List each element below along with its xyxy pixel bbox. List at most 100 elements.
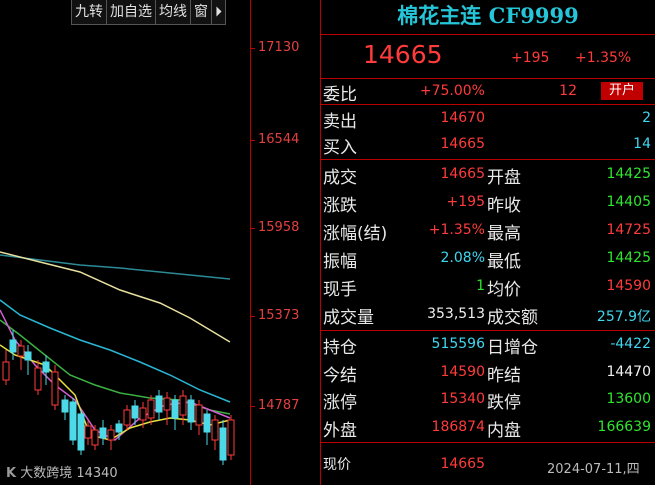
candle-body (51, 371, 59, 406)
price-change-pct: +1.35% (575, 50, 632, 66)
stat-row: 涨幅(结) +1.35% 最高 14725 (321, 218, 655, 244)
toolbar-jiuzhuan-button[interactable]: 九转 (71, 0, 107, 25)
candle-body (131, 405, 139, 419)
candle-body (61, 399, 69, 413)
stat-label: 均价 (487, 280, 521, 300)
price-tick: 15373 (258, 308, 300, 323)
stat-label: 涨幅(结) (323, 224, 388, 244)
divider (321, 34, 655, 35)
candle-body (99, 427, 107, 439)
bid-label: 买入 (323, 138, 357, 158)
stat-value: 14725 (606, 222, 651, 238)
stat-label: 成交额 (487, 308, 538, 328)
open-account-button[interactable]: 开户 (601, 82, 643, 100)
stat-row: 涨跌 +195 昨收 14405 (321, 190, 655, 216)
stat-value: 14590 (440, 363, 485, 380)
tick-mark (250, 48, 255, 49)
stat-row: 振幅 2.08% 最低 14425 (321, 246, 655, 272)
candle-body (219, 427, 227, 461)
stat-value: 14470 (606, 363, 651, 380)
ask-label: 卖出 (323, 112, 357, 132)
candle-body (77, 413, 85, 451)
stat-label: 日增仓 (487, 338, 538, 358)
ask-price: 14670 (440, 110, 485, 126)
price-axis (250, 0, 251, 485)
candle-body (211, 419, 219, 441)
stat-row: 成交量 353,513 成交额 257.9亿 (321, 302, 655, 328)
webi-value: +75.00% (419, 83, 485, 99)
current-price-label: 现价 (323, 457, 351, 473)
candle-body (139, 407, 147, 421)
toolbar-add-watchlist-button[interactable]: 加自选 (106, 0, 156, 25)
toolbar-play-button[interactable]: ⏵ (211, 0, 226, 25)
candle-body (34, 367, 42, 391)
candle-body (42, 361, 50, 373)
stat-value: 14425 (606, 250, 651, 266)
stat-label: 现手 (323, 280, 357, 300)
quote-panel: 棉花主连 CF9999 14665 +195 +1.35% 委比 +75.00%… (321, 0, 655, 485)
stat-label: 成交 (323, 168, 357, 188)
ma-line-cyan (0, 299, 231, 403)
stat-label: 成交量 (323, 308, 374, 328)
webi-label: 委比 (323, 85, 357, 105)
stat-value: 14590 (606, 278, 651, 294)
stat-value: 13600 (606, 391, 651, 407)
toolbar-ma-button[interactable]: 均线 (155, 0, 191, 25)
stat-label: 内盘 (487, 420, 521, 441)
stat-row: 外盘 186874 内盘 166639 (321, 415, 655, 441)
candle-body (115, 423, 123, 433)
panel-divider (320, 0, 321, 485)
candle-body (91, 429, 99, 446)
chart-footer-text: 大数跨境 14340 (20, 466, 118, 481)
stat-label: 昨结 (487, 365, 521, 386)
candle-body (84, 425, 92, 439)
stat-value: 257.9亿 (596, 309, 651, 325)
stat-label: 最高 (487, 224, 521, 244)
webi-row: 委比 +75.00% 12 (321, 79, 655, 105)
tick-mark (250, 140, 255, 141)
candle-body (195, 404, 203, 426)
stat-value: 186874 (431, 418, 485, 435)
stat-label: 振幅 (323, 252, 357, 272)
candle-body (147, 399, 155, 419)
candle-body (2, 361, 10, 381)
kline-canvas[interactable] (0, 0, 250, 485)
ma-line-long (0, 254, 231, 280)
kline-chart[interactable]: 九转 加自选 均线 窗 ⏵ 17130 16544 15958 15373 14… (0, 0, 320, 485)
candle-body (187, 399, 195, 423)
trade-date: 2024-07-11,四 (547, 462, 640, 477)
ma-line-green (0, 319, 231, 415)
price-header: 14665 +195 +1.35% (321, 38, 655, 78)
ask-row: 卖出 14670 2 (321, 106, 655, 132)
candle-body (171, 399, 179, 419)
stat-label: 涨跌 (323, 196, 357, 216)
divider (321, 330, 655, 331)
ma-line-mid (0, 251, 231, 343)
stat-value: 14405 (606, 194, 651, 210)
stat-value: 515596 (431, 336, 485, 352)
stat-value: 15340 (440, 391, 485, 407)
instrument-title: 棉花主连 CF9999 (397, 3, 579, 28)
stat-label: 今结 (323, 365, 357, 386)
candle-body (155, 395, 163, 413)
candle-body (24, 351, 32, 361)
stat-value: 353,513 (427, 306, 485, 322)
price-tick: 16544 (258, 132, 300, 147)
candle-body (17, 345, 25, 357)
stat-row: 持仓 515596 日增仓 -4422 (321, 332, 655, 358)
divider (321, 104, 655, 105)
stat-row: 今结 14590 昨结 14470 (321, 360, 655, 386)
candle-body (227, 419, 235, 456)
tick-mark (250, 316, 255, 317)
divider (321, 442, 655, 443)
stat-label: 跌停 (487, 393, 521, 413)
candle-body (179, 395, 187, 416)
toolbar-window-button[interactable]: 窗 (190, 0, 212, 25)
stat-label: 开盘 (487, 168, 521, 188)
stat-value: -4422 (610, 336, 651, 352)
stat-row: 现手 1 均价 14590 (321, 274, 655, 300)
stat-label: 外盘 (323, 420, 357, 441)
bid-row: 买入 14665 14 (321, 132, 655, 158)
ma-line-yellow (0, 344, 231, 441)
stat-label: 昨收 (487, 196, 521, 216)
